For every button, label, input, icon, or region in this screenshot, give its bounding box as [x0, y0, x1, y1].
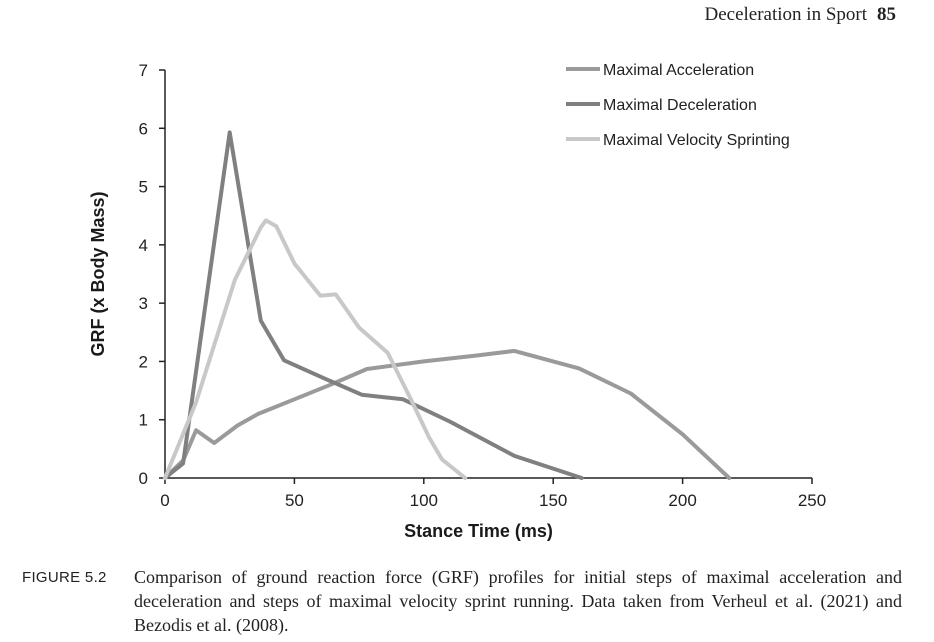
- y-tick-label: 4: [139, 236, 148, 255]
- x-tick-label: 150: [539, 491, 567, 510]
- y-axis-label: GRF (x Body Mass): [88, 191, 108, 356]
- series-line-3: [163, 218, 468, 480]
- x-axis-label: Stance Time (ms): [404, 521, 553, 541]
- page-number: 85: [877, 4, 896, 25]
- x-tick-label: 100: [410, 491, 438, 510]
- y-tick-label: 1: [139, 411, 148, 430]
- x-tick-label: 250: [798, 491, 826, 510]
- figure-caption-text: Comparison of ground reaction force (GRF…: [134, 567, 902, 635]
- series-lines: [163, 130, 732, 480]
- y-tick-label: 3: [139, 294, 148, 313]
- figure-label: FIGURE 5.2: [22, 569, 107, 586]
- legend-label-2: Maximal Deceleration: [603, 97, 757, 114]
- figure-caption: FIGURE 5.2 Comparison of ground reaction…: [22, 565, 902, 637]
- series-line-2: [163, 130, 584, 480]
- y-tick-label: 0: [139, 469, 148, 488]
- x-axis-ticks: 0 50 100 150 200 250: [160, 478, 826, 510]
- legend: Maximal Acceleration Maximal Deceleration…: [566, 62, 790, 149]
- x-tick-label: 200: [668, 491, 696, 510]
- running-header: Deceleration in Sport 85: [704, 4, 896, 26]
- grf-line-chart: 0 1 2 3 4 5 6 7 0 50 100 150 200 250 GRF (x Body Mas…: [88, 61, 827, 541]
- x-tick-label: 0: [160, 491, 169, 510]
- legend-label-3: Maximal Velocity Sprinting: [603, 132, 790, 149]
- y-tick-label: 5: [139, 178, 148, 197]
- y-tick-label: 7: [139, 61, 148, 80]
- y-axis-ticks: 0 1 2 3 4 5 6 7: [139, 61, 165, 488]
- y-tick-label: 2: [139, 352, 148, 371]
- plot-area: 0 1 2 3 4 5 6 7 0 50 100 150 200 250: [139, 61, 827, 510]
- x-tick-label: 50: [285, 491, 304, 510]
- series-line-1: [163, 348, 732, 480]
- running-title: Deceleration in Sport: [704, 4, 867, 25]
- y-tick-label: 6: [139, 119, 148, 138]
- legend-label-1: Maximal Acceleration: [603, 62, 754, 79]
